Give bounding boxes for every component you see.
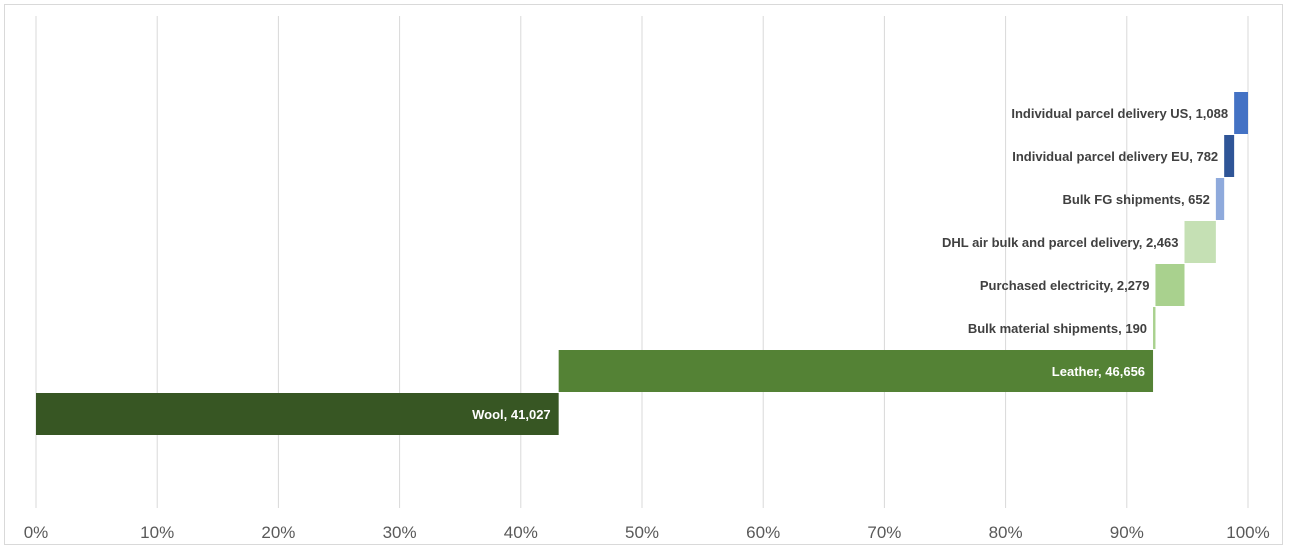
bar-individual-parcel-delivery-us [1234, 92, 1248, 134]
x-tick-label: 80% [989, 523, 1023, 542]
x-tick-label: 60% [746, 523, 780, 542]
bar-individual-parcel-delivery-eu [1224, 135, 1235, 177]
data-label: Bulk material shipments, 190 [968, 321, 1147, 336]
bar-purchased-electricity [1155, 264, 1185, 306]
bar-dhl-air-bulk-and-parcel-delivery [1184, 221, 1216, 263]
x-tick-label: 10% [140, 523, 174, 542]
bar-wool [36, 393, 559, 435]
data-label: DHL air bulk and parcel delivery, 2,463 [942, 235, 1179, 250]
data-label: Leather, 46,656 [1052, 364, 1145, 379]
x-tick-label: 30% [383, 523, 417, 542]
bar-bulk-fg-shipments [1215, 178, 1225, 220]
x-tick-label: 0% [24, 523, 49, 542]
x-tick-label: 50% [625, 523, 659, 542]
bars [36, 92, 1248, 435]
x-axis-ticks: 0% 10% 20% 30% 40% 50% 60% 70% 80% 90% 100% [24, 523, 1270, 542]
chart-frame [4, 4, 1283, 545]
bar-bulk-material-shipments [1153, 307, 1156, 349]
x-tick-label: 70% [867, 523, 901, 542]
x-tick-label: 40% [504, 523, 538, 542]
x-tick-label: 20% [261, 523, 295, 542]
data-labels: Wool, 41,027 Leather, 46,656 Bulk material… [472, 106, 1228, 422]
x-tick-label: 100% [1226, 523, 1269, 542]
bar-leather [558, 350, 1154, 392]
x-tick-label: 90% [1110, 523, 1144, 542]
data-label: Bulk FG shipments, 652 [1062, 192, 1209, 207]
data-label: Individual parcel delivery US, 1,088 [1011, 106, 1228, 121]
data-label: Wool, 41,027 [472, 407, 551, 422]
data-label: Individual parcel delivery EU, 782 [1012, 149, 1218, 164]
data-label: Purchased electricity, 2,279 [980, 278, 1150, 293]
